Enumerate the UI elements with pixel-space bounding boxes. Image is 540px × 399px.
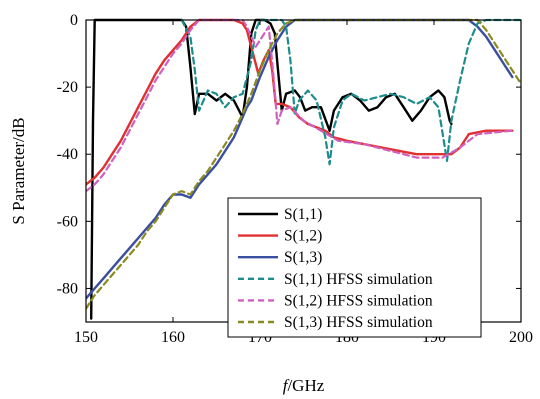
legend-label: S(1,1) [284, 206, 322, 223]
x-axis-label: f/GHz [283, 376, 325, 395]
x-tick-label: 160 [161, 329, 185, 346]
legend-label: S(1,1) HFSS simulation [284, 271, 433, 288]
series-line-5 [86, 18, 514, 193]
x-tick-label: 200 [509, 329, 533, 346]
x-axis-label-symbol: f [283, 376, 290, 395]
legend-label: S(1,2) [284, 228, 322, 245]
series-line-2 [86, 18, 514, 186]
legend-label: S(1,2) HFSS simulation [284, 292, 433, 309]
x-axis-label-unit: /GHz [287, 376, 324, 395]
legend-label: S(1,3) [284, 249, 322, 266]
series-line-1 [90, 18, 453, 320]
y-tick-label: -80 [57, 280, 78, 297]
y-tick-label: 0 [70, 12, 78, 29]
x-tick-label: 150 [74, 329, 98, 346]
series-line-4 [180, 18, 521, 166]
y-axis-label: S Parameter/dB [9, 117, 28, 224]
y-tick-label: -40 [57, 146, 78, 163]
legend-label: S(1,3) HFSS simulation [284, 314, 433, 331]
y-tick-label: -20 [57, 79, 78, 96]
legend: S(1,1) S(1,2) S(1,3) S(1,1) HFSS simulation… [227, 197, 482, 338]
legend-box [227, 197, 482, 338]
axis-ticks: 1501601701801902000-20-40-60-80 [57, 12, 533, 346]
y-tick-label: -60 [57, 213, 78, 230]
